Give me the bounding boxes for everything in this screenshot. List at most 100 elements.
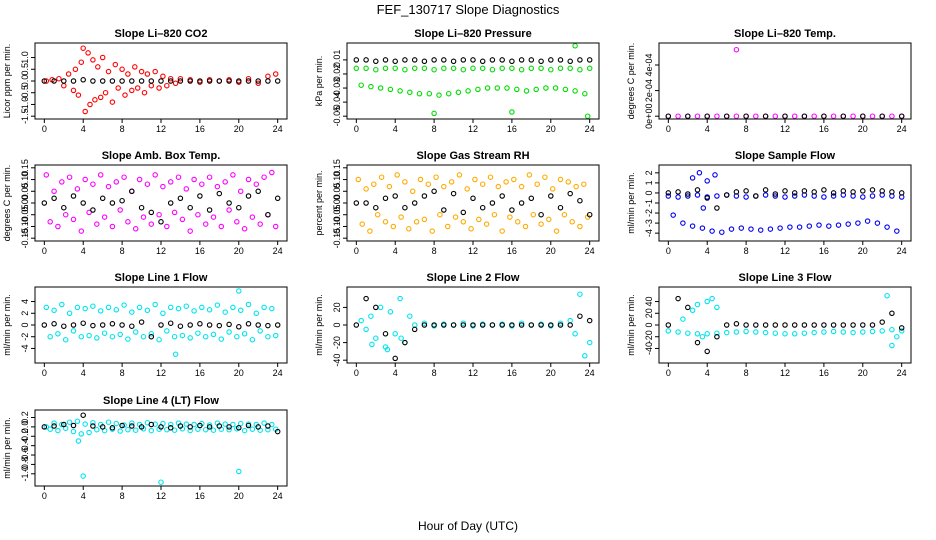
data-point: [216, 423, 223, 429]
data-point: [426, 90, 433, 97]
data-point: [569, 219, 575, 225]
data-point: [249, 214, 256, 220]
data-point: [689, 175, 696, 181]
data-point: [791, 193, 798, 199]
data-point: [99, 322, 106, 328]
data-point: [265, 78, 271, 84]
data-point: [226, 200, 232, 206]
x-tick-label: 0: [42, 246, 47, 256]
data-point: [368, 313, 374, 319]
y-tick-label: -20: [332, 336, 342, 349]
data-point: [47, 219, 53, 225]
data-point: [51, 423, 57, 429]
data-point: [125, 426, 131, 433]
data-point: [245, 75, 252, 82]
panel-title: Slope Line 2 Flow: [427, 272, 520, 284]
data-point: [167, 421, 174, 428]
data-point: [534, 181, 540, 187]
data-point: [567, 65, 573, 72]
x-tick-label: 16: [819, 124, 829, 134]
data-point: [105, 183, 112, 190]
x-tick-label: 4: [81, 124, 86, 134]
data-point: [378, 174, 385, 180]
data-point: [199, 181, 205, 187]
data-point: [367, 228, 373, 234]
data-point: [694, 331, 701, 337]
data-point: [368, 83, 374, 90]
data-point: [694, 187, 701, 193]
data-point: [177, 75, 184, 82]
y-tick-label: -40: [644, 342, 654, 355]
y-tick-label: 0.2: [20, 411, 30, 424]
data-point: [879, 319, 885, 325]
data-point: [528, 65, 535, 72]
data-point: [156, 211, 162, 218]
data-point: [748, 226, 754, 232]
data-point: [129, 323, 135, 329]
data-point: [484, 85, 491, 91]
data-point: [762, 113, 769, 119]
data-point: [538, 58, 544, 65]
data-point: [489, 66, 496, 73]
data-point: [265, 333, 271, 340]
data-point: [772, 330, 779, 336]
data-point: [860, 322, 866, 328]
x-tick-label: 4: [81, 368, 86, 378]
x-tick-label: 8: [120, 246, 125, 256]
data-point: [109, 333, 116, 340]
data-point: [158, 219, 164, 225]
data-point: [409, 188, 416, 195]
data-point: [733, 321, 740, 327]
data-point: [234, 333, 240, 340]
data-point: [353, 65, 360, 72]
data-point: [879, 113, 885, 119]
data-point: [397, 295, 403, 302]
data-point: [509, 322, 515, 328]
data-point: [97, 308, 104, 314]
data-point: [390, 223, 397, 230]
x-tick-label: 20: [234, 124, 244, 134]
x-tick-label: 4: [393, 246, 398, 256]
data-point: [879, 188, 885, 194]
data-point: [728, 226, 735, 232]
data-point: [70, 428, 77, 435]
data-point: [557, 204, 564, 211]
data-point: [699, 333, 706, 340]
data-point: [548, 193, 554, 199]
data-point: [845, 221, 851, 227]
data-point: [236, 288, 242, 294]
data-point: [158, 479, 164, 485]
x-tick-label: 20: [858, 246, 868, 256]
data-point: [97, 94, 104, 101]
data-point: [134, 85, 141, 91]
data-point: [191, 176, 197, 183]
data-point: [138, 78, 145, 84]
data-point: [840, 188, 847, 194]
data-point: [514, 219, 521, 225]
data-point: [183, 421, 190, 427]
data-point: [158, 424, 164, 430]
data-point: [382, 65, 389, 72]
data-point: [257, 221, 263, 227]
data-point: [479, 181, 486, 187]
data-point: [898, 325, 905, 331]
x-tick-label: 20: [546, 124, 556, 134]
data-point: [261, 174, 267, 180]
x-tick-label: 0: [666, 246, 671, 256]
x-tick-label: 16: [195, 246, 205, 256]
data-point: [47, 333, 53, 340]
data-point: [191, 308, 197, 314]
data-point: [222, 421, 228, 427]
data-point: [132, 329, 139, 335]
data-point: [92, 97, 98, 103]
data-point: [82, 176, 88, 183]
data-point: [421, 216, 428, 223]
data-point: [363, 295, 369, 302]
data-point: [206, 424, 213, 430]
data-point: [138, 204, 145, 211]
data-point: [860, 188, 866, 194]
y-axis-label: ml/min per min.: [314, 294, 324, 356]
data-point: [889, 310, 895, 317]
plot-frame: [34, 286, 288, 364]
